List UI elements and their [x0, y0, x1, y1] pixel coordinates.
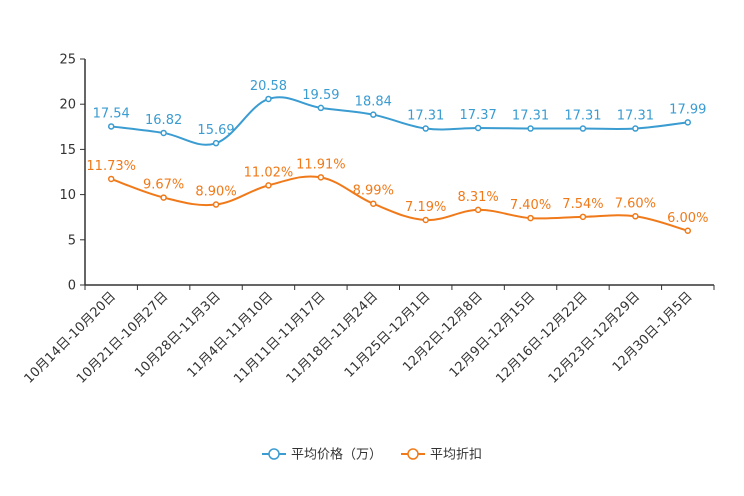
- data-point: [317, 104, 325, 112]
- legend-marker: [268, 448, 280, 460]
- data-label: 18.84: [355, 95, 392, 110]
- data-point: [632, 125, 639, 132]
- data-point: [527, 125, 534, 132]
- data-label: 19.59: [302, 88, 339, 103]
- data-label: 7.54%: [562, 197, 603, 212]
- data-label: 11.02%: [244, 165, 294, 180]
- data-label: 15.69: [197, 123, 234, 138]
- data-label: 7.40%: [510, 198, 551, 213]
- y-tick-label: 25: [59, 53, 76, 68]
- legend-item-2: 平均折扣: [401, 448, 482, 463]
- data-point: [160, 194, 167, 201]
- series-line: [111, 96, 688, 146]
- y-tick-label: 0: [68, 279, 76, 294]
- data-label: 7.19%: [405, 200, 446, 215]
- data-label: 9.67%: [143, 178, 184, 193]
- data-label: 17.37: [460, 108, 497, 123]
- data-label: 17.31: [407, 109, 444, 124]
- series-line: [110, 175, 689, 232]
- x-tick-label: 10月14日-10月20日: [22, 289, 119, 386]
- data-label: 6.00%: [667, 211, 708, 226]
- data-point: [212, 139, 220, 147]
- x-axis: 10月14日-10月20日10月21日-10月27日10月28日-11月3日11…: [22, 284, 715, 387]
- data-point: [579, 213, 587, 221]
- data-label: 17.54: [93, 106, 130, 121]
- data-label: 8.90%: [195, 185, 236, 200]
- series-layer: 17.54 16.82 15.69 20.58 19.59 18.84 17.31 17.37…: [86, 79, 708, 235]
- data-point: [684, 227, 692, 235]
- data-point: [317, 174, 325, 181]
- legend-label: 平均价格（万）: [291, 447, 382, 463]
- data-point: [370, 111, 377, 118]
- x-tick-label: 12月16日-12月22日: [493, 289, 590, 386]
- x-tick-label: 11月18日-11月24日: [284, 289, 381, 386]
- data-point: [160, 129, 167, 137]
- series-2: 11.73% 9.67% 8.90% 11.02%11.91% 8.99% 7.19% 8.…: [86, 157, 708, 235]
- data-point: [370, 200, 377, 207]
- data-label: 7.60%: [615, 196, 656, 211]
- y-tick-label: 15: [59, 143, 76, 158]
- legend: 平均价格（万） 平均折扣: [262, 447, 482, 463]
- y-axis: 0 5 10 15 20 25: [59, 53, 86, 294]
- data-point: [107, 123, 115, 130]
- data-point: [474, 124, 482, 132]
- data-point: [632, 213, 639, 220]
- data-point: [212, 201, 220, 208]
- data-label: 8.31%: [457, 190, 498, 205]
- series-1: 17.54 16.82 15.69 20.58 19.59 18.84 17.31 17.37…: [93, 79, 706, 147]
- data-point: [265, 95, 272, 103]
- data-label: 17.99: [669, 102, 706, 117]
- y-tick-label: 20: [59, 98, 76, 113]
- data-label: 17.31: [617, 109, 654, 124]
- data-label: 20.58: [250, 79, 287, 94]
- data-point: [422, 125, 429, 132]
- legend-label: 平均折扣: [430, 448, 482, 463]
- y-tick-label: 5: [68, 233, 76, 248]
- data-label: 16.82: [145, 113, 182, 128]
- data-label: 17.31: [512, 109, 549, 124]
- y-tick-label: 10: [59, 188, 76, 203]
- data-point: [107, 175, 115, 183]
- x-tick-label: 12月23日-12月29日: [546, 289, 643, 386]
- data-point: [579, 125, 587, 132]
- data-point: [422, 216, 429, 224]
- data-label: 17.31: [564, 109, 601, 124]
- x-tick-label: 10月21日-10月27日: [74, 289, 171, 386]
- legend-item-1: 平均价格（万）: [262, 447, 382, 463]
- data-point: [684, 119, 692, 126]
- data-point: [527, 214, 534, 222]
- legend-marker: [407, 448, 419, 460]
- data-label: 11.73%: [86, 159, 136, 174]
- data-label: 8.99%: [353, 184, 394, 199]
- data-point: [265, 182, 272, 189]
- x-tick-label: 11月11日-11月17日: [231, 289, 328, 386]
- data-label: 11.91%: [296, 157, 346, 172]
- data-point: [474, 206, 482, 214]
